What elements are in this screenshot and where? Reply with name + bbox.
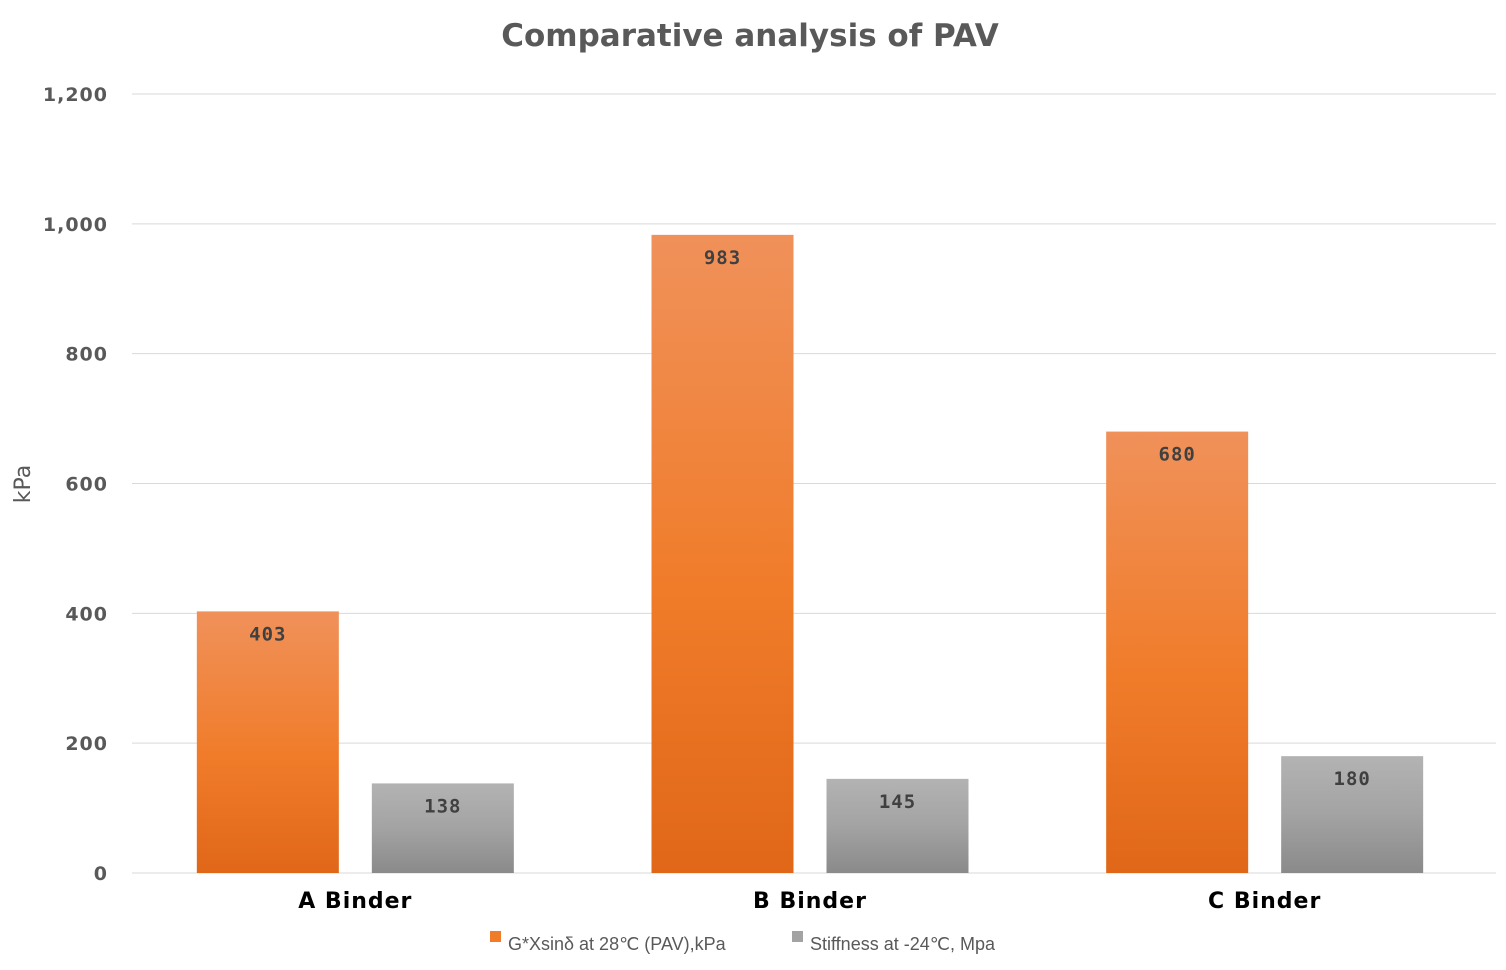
legend: G*Xsinδ at 28℃ (PAV),kPa Stiffness at -24… xyxy=(490,931,996,954)
bar-stiffness-c-binder xyxy=(1281,756,1424,873)
bar-gxsin-a-binder xyxy=(196,611,339,873)
data-label: 983 xyxy=(704,247,741,269)
y-tick-label: 1,000 xyxy=(43,214,108,236)
y-axis-label: kPa xyxy=(11,465,36,504)
data-label: 180 xyxy=(1334,768,1371,790)
bar-gxsin-c-binder xyxy=(1106,431,1249,873)
legend-label: G*Xsinδ at 28℃ (PAV),kPa xyxy=(508,934,727,954)
bars xyxy=(196,234,1424,874)
data-label: 680 xyxy=(1159,444,1196,466)
x-category-label: A Binder xyxy=(298,889,412,914)
bar-stiffness-b-binder xyxy=(826,778,969,873)
data-label: 138 xyxy=(424,795,461,817)
legend-swatch xyxy=(490,931,501,942)
x-category-label: B Binder xyxy=(753,889,867,914)
legend-swatch xyxy=(792,931,803,942)
y-axis-ticks: 0 200 400 600 800 1,000 1,200 xyxy=(43,84,108,885)
y-tick-label: 0 xyxy=(94,863,108,885)
y-tick-label: 1,200 xyxy=(43,84,108,106)
x-category-label: C Binder xyxy=(1208,889,1321,914)
y-tick-label: 400 xyxy=(65,603,108,625)
y-tick-label: 600 xyxy=(65,474,108,496)
legend-label: Stiffness at -24℃, Mpa xyxy=(810,934,996,954)
chart-title: Comparative analysis of PAV xyxy=(501,18,999,54)
y-tick-label: 800 xyxy=(65,344,108,366)
data-label: 145 xyxy=(879,791,916,813)
bar-gxsin-b-binder xyxy=(651,234,794,874)
data-label: 403 xyxy=(249,623,286,645)
data-labels: 403 138 983 145 680 180 xyxy=(249,247,1371,818)
x-axis-categories: A Binder B Binder C Binder xyxy=(298,889,1321,914)
bar-stiffness-a-binder xyxy=(371,783,514,873)
gridlines xyxy=(132,93,1496,874)
y-tick-label: 200 xyxy=(65,733,108,755)
